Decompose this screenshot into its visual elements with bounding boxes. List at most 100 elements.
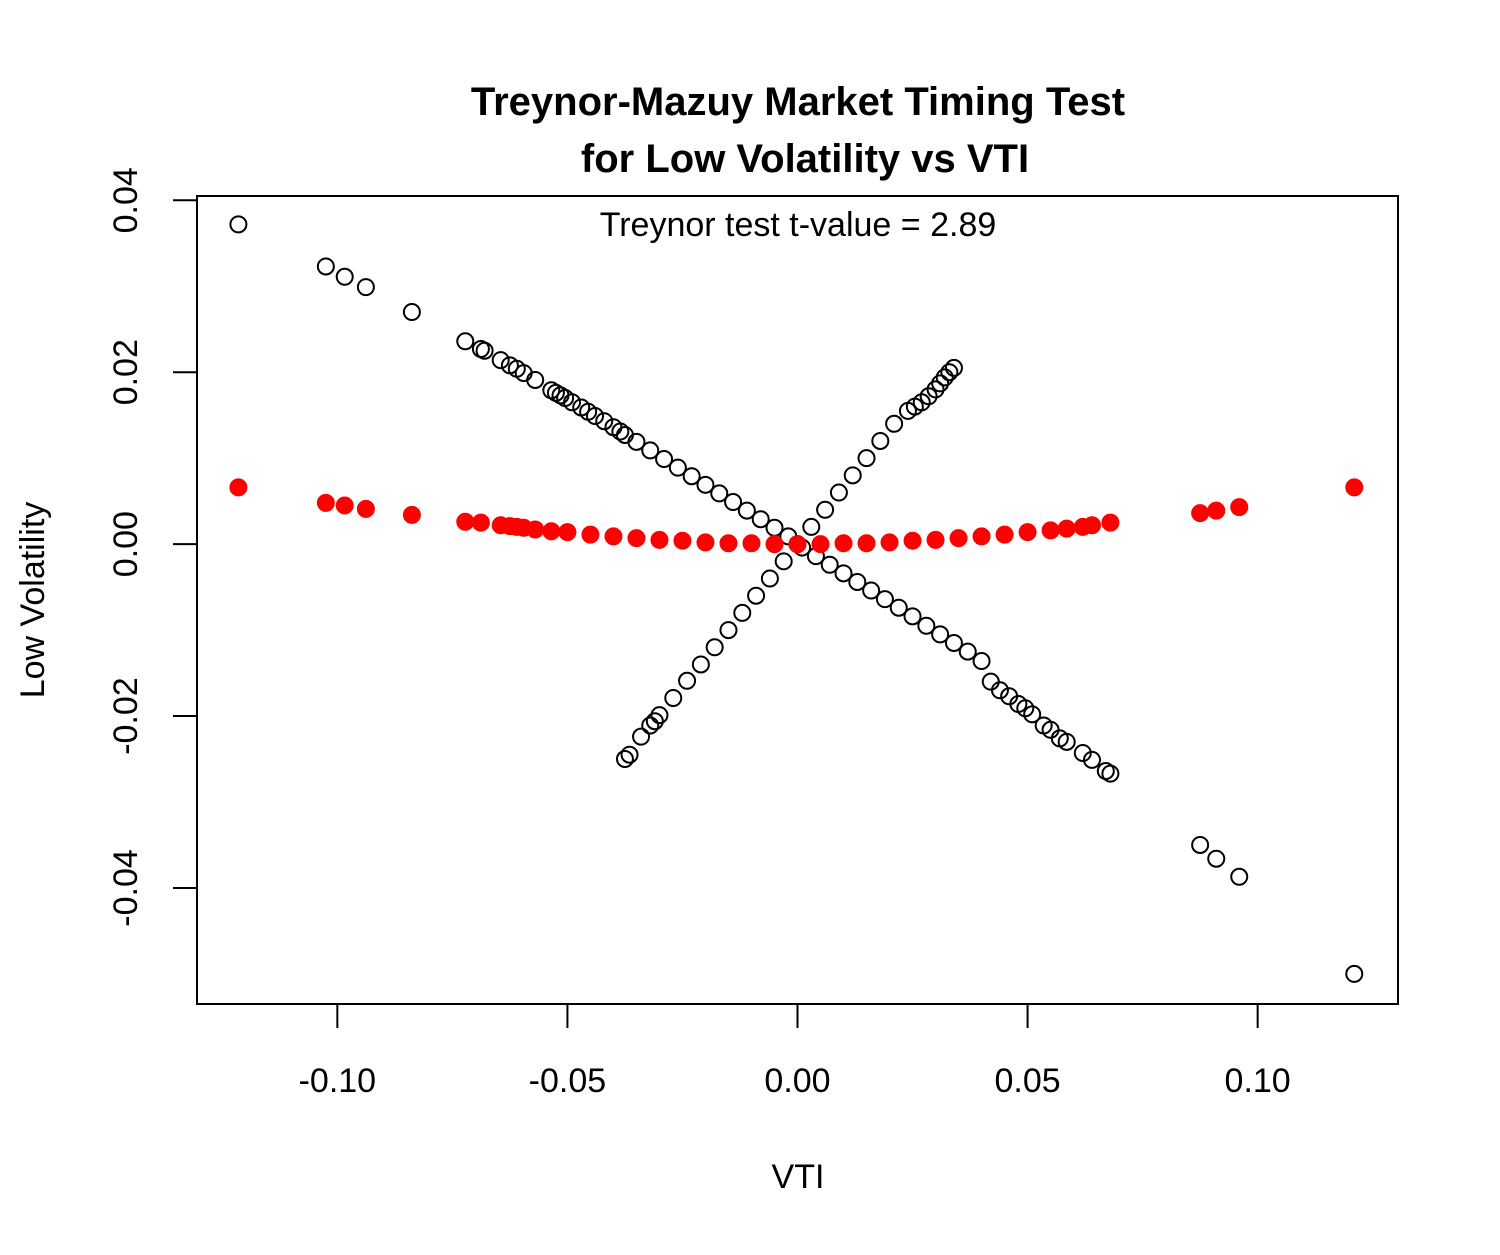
observed-point — [696, 475, 715, 494]
observed-point — [719, 621, 738, 640]
observed-point — [931, 374, 950, 393]
fitted-point — [526, 520, 545, 539]
observed-point — [655, 450, 674, 469]
observed-point — [678, 671, 697, 690]
observed-point — [926, 380, 945, 399]
observed-point — [710, 484, 729, 503]
observed-point — [760, 569, 779, 588]
fitted-point — [542, 522, 561, 541]
fitted-point — [765, 535, 784, 554]
fitted-point — [926, 530, 945, 549]
observed-point — [1073, 744, 1092, 763]
observed-point — [889, 598, 908, 617]
fitted-point — [1018, 523, 1037, 542]
observed-point — [848, 572, 867, 591]
observed-point — [990, 681, 1009, 700]
observed-point — [641, 716, 660, 735]
fitted-point — [811, 535, 830, 554]
fitted-point — [1101, 513, 1120, 532]
observed-point — [1023, 705, 1042, 724]
x-tick-label: -0.05 — [529, 1062, 607, 1100]
observed-point — [875, 590, 894, 609]
fitted-point — [857, 534, 876, 553]
observed-point — [645, 712, 664, 731]
observed-point — [650, 706, 669, 725]
fitted-point — [1041, 521, 1060, 540]
observed-point — [627, 432, 646, 451]
y-axis: -0.04 -0.02 0.00 0.02 0.04 — [107, 167, 198, 927]
observed-point — [931, 625, 950, 644]
fitted-point — [1230, 498, 1249, 517]
observed-point — [641, 441, 660, 460]
observed-point — [820, 555, 839, 574]
observed-point — [491, 351, 510, 370]
observed-point — [526, 370, 545, 389]
annotation-t-value: Treynor test t-value = 2.89 — [600, 206, 997, 244]
fitted-point — [650, 530, 669, 549]
fitted-point — [627, 529, 646, 548]
fitted-point — [581, 525, 600, 544]
observed-point — [885, 414, 904, 433]
observed-point — [356, 278, 375, 297]
observed-point — [335, 267, 354, 286]
observed-point — [563, 393, 582, 412]
chart-title-line-2: for Low Volatility vs VTI — [581, 137, 1029, 181]
fitted-point — [1345, 478, 1364, 497]
fitted-point — [1082, 516, 1101, 535]
observed-point — [682, 467, 701, 486]
observed-point — [834, 564, 853, 583]
observed-point — [940, 363, 959, 382]
observed-point — [944, 358, 963, 377]
fitted-point — [742, 534, 761, 553]
y-tick-label: 0.00 — [107, 511, 145, 577]
observed-point — [958, 642, 977, 661]
x-tick-label: 0.10 — [1225, 1062, 1291, 1100]
observed-point — [816, 500, 835, 519]
observed-point — [747, 586, 766, 605]
observed-point — [456, 332, 475, 351]
fitted-point — [456, 512, 475, 531]
observed-point — [843, 466, 862, 485]
y-axis-label: Low Volatility — [14, 502, 52, 699]
observed-point — [475, 341, 494, 360]
observed-point — [664, 688, 683, 707]
observed-point — [944, 633, 963, 652]
observed-point — [705, 638, 724, 657]
observed-point — [919, 387, 938, 406]
observed-point — [857, 449, 876, 468]
plot-frame — [196, 195, 1399, 1005]
fitted-point — [995, 525, 1014, 544]
observed-point — [1230, 867, 1249, 886]
observed-point — [1345, 964, 1364, 983]
observed-point — [737, 501, 756, 520]
observed-point — [751, 510, 770, 529]
observed-point — [691, 655, 710, 674]
observed-point — [903, 607, 922, 626]
observed-point — [802, 517, 821, 536]
x-tick-label: 0.05 — [994, 1062, 1060, 1100]
observed-point — [615, 425, 634, 444]
y-tick-label: 0.02 — [107, 339, 145, 405]
observed-point — [829, 483, 848, 502]
observed-point — [620, 745, 639, 764]
observed-point — [871, 431, 890, 450]
observed-point — [632, 727, 651, 746]
observed-point — [862, 581, 881, 600]
observed-point — [1191, 835, 1210, 854]
y-tick-label: -0.02 — [107, 677, 145, 755]
x-tick-label: -0.10 — [299, 1062, 377, 1100]
observed-point — [402, 303, 421, 322]
observed-point — [935, 368, 954, 387]
series-1 — [229, 215, 1364, 983]
observed-point — [595, 412, 614, 431]
fitted-point — [1207, 501, 1226, 520]
fitted-point — [903, 531, 922, 550]
x-tick-label: 0.00 — [764, 1062, 830, 1100]
fitted-point — [1191, 504, 1210, 523]
observed-point — [586, 407, 605, 426]
fitted-point — [949, 529, 968, 548]
observed-point — [615, 750, 634, 769]
fitted-point — [604, 527, 623, 546]
observed-point — [1101, 764, 1120, 783]
